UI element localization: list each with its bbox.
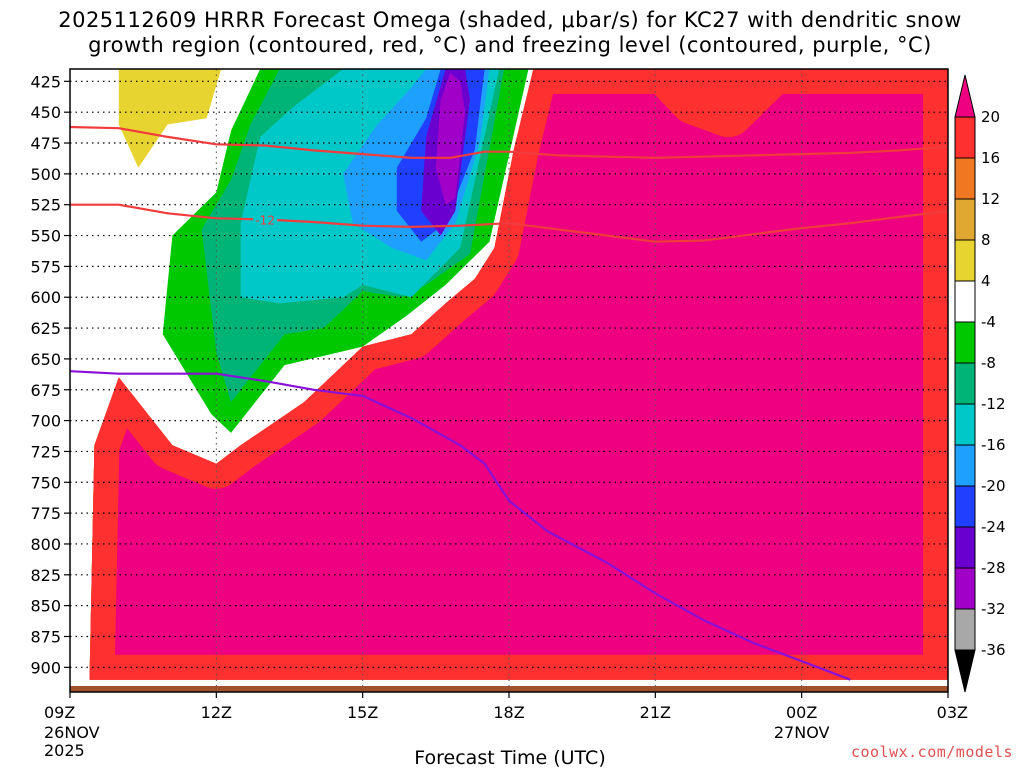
y-tick-label: 600 [30,288,61,307]
colorbar-label: 4 [981,272,991,290]
colorbar-label: -36 [981,641,1006,659]
y-tick-label: 825 [30,566,61,585]
y-tick-label: 525 [30,196,61,215]
credit-link[interactable]: coolwx.com/models [851,743,1013,761]
chart-title-line-2: growth region (contoured, red, °C) and f… [88,33,932,57]
colorbar-legend: 20 16 12 8 4 -4 -8 -12 -16 -20 -24 -28 -32 -36 [954,74,1006,693]
y-tick-label: 875 [30,627,61,646]
y-axis: 425 450 475 500 525 550 575 600 625 650 675 700 725 7… [30,72,70,677]
dgz-label-background [253,212,278,227]
terrain-strip [70,686,948,692]
plot-area: -12 [69,68,949,693]
colorbar-label: -20 [981,477,1006,495]
y-tick-label: 475 [30,134,61,153]
dgz-contour-line [70,203,948,243]
y-tick-label: 425 [30,72,61,91]
y-tick-label: 775 [30,504,61,523]
x-axis-label: Forecast Time (UTC) [414,747,605,768]
colorbar-swatch [954,485,976,528]
colorbar-swatch [954,444,976,487]
colorbar-label: -32 [981,600,1006,618]
y-tick-label: 800 [30,535,61,554]
colorbar-swatch [954,321,976,364]
y-tick-label: 650 [30,350,61,369]
x-tick-date: 26NOV [44,723,100,742]
colorbar-label: -24 [981,518,1006,536]
x-tick-label: 21Z [640,703,671,722]
y-tick-label: 750 [30,473,61,492]
colorbar-label: -16 [981,436,1006,454]
colorbar-swatch [954,280,976,323]
dgz-contour-label: -12 [255,214,275,228]
colorbar-swatch [954,608,976,651]
omega-region-neg28 [435,72,466,205]
y-tick-label: 725 [30,442,61,461]
x-tick-label: 00Z [786,703,817,722]
colorbar-label: -28 [981,559,1006,577]
colorbar-label: -4 [981,313,996,331]
colorbar-swatch [954,157,976,200]
dgz-contour-line [70,125,948,159]
y-tick-label: 700 [30,412,61,431]
x-tick-date: 27NOV [774,723,830,742]
y-tick-label: 450 [30,103,61,122]
freezing-level-line [70,370,851,681]
colorbar-top-arrow [954,74,976,118]
y-tick-label: 850 [30,597,61,616]
x-tick-label: 03Z [937,703,968,722]
colorbar-label: 8 [981,231,991,249]
x-tick-label: 15Z [347,703,378,722]
colorbar-label: 20 [981,108,1000,126]
x-tick-label: 09Z [44,703,75,722]
colorbar-label: 12 [981,190,1000,208]
omega-region-4 [118,69,222,168]
colorbar-swatch [954,567,976,610]
y-tick-label: 575 [30,257,61,276]
y-tick-label: 500 [30,165,61,184]
y-tick-label: 675 [30,381,61,400]
chart-title-line-1: 2025112609 HRRR Forecast Omega (shaded, … [58,8,962,32]
colorbar-swatch [954,362,976,405]
colorbar-label: -8 [981,354,996,372]
colorbar-swatch [954,403,976,446]
y-tick-label: 900 [30,658,61,677]
x-tick-label: 18Z [493,703,524,722]
colorbar-swatch [954,116,976,159]
colorbar-swatch [954,198,976,241]
colorbar-label: 16 [981,149,1000,167]
x-tick-year: 2025 [44,741,85,760]
y-tick-label: 550 [30,227,61,246]
y-tick-label: 625 [30,319,61,338]
x-tick-label: 12Z [201,703,232,722]
colorbar-bottom-arrow [954,649,976,693]
colorbar-swatch [954,526,976,569]
colorbar-swatch [954,239,976,282]
colorbar-label: -12 [981,395,1006,413]
